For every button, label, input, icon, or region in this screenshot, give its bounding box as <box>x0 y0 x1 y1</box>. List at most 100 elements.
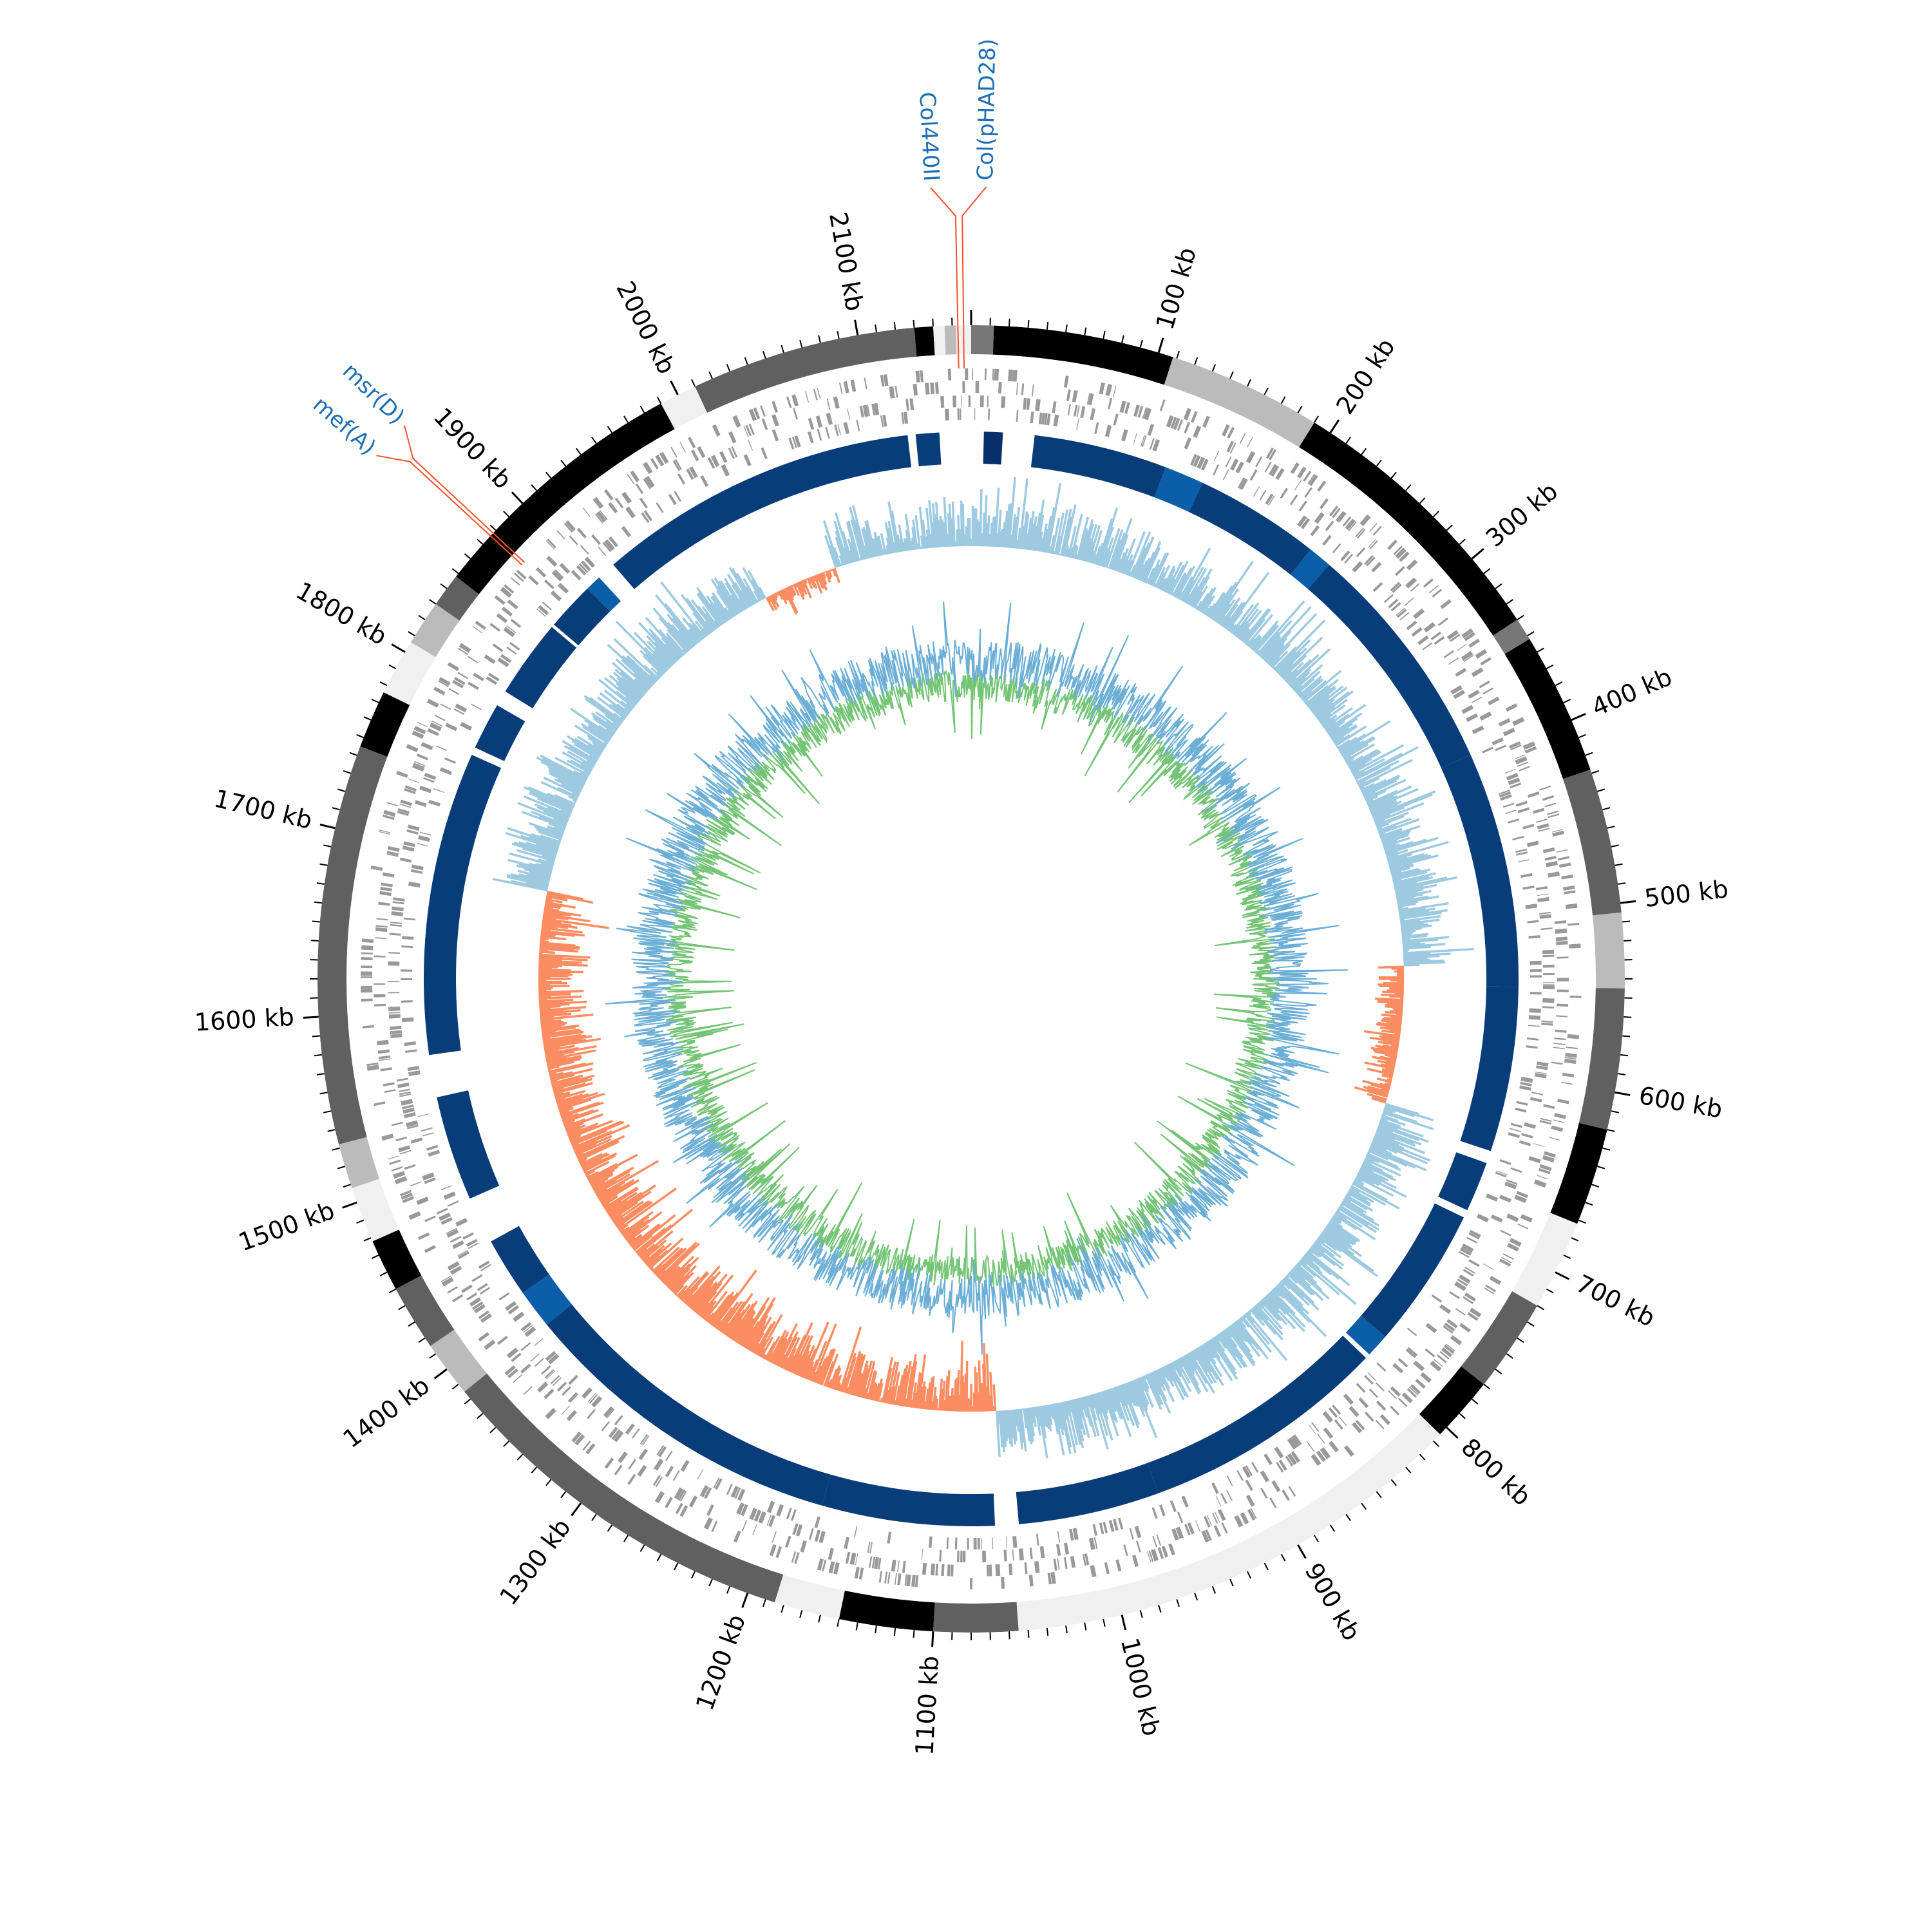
gc-skew-positive <box>1169 560 1189 596</box>
gc-skew-negative <box>1387 1002 1403 1006</box>
gc-skew-positive <box>864 545 869 559</box>
cds-feature <box>1159 399 1166 412</box>
gc-skew-positive <box>1149 1372 1161 1396</box>
gc-skew-positive <box>1357 766 1391 785</box>
cds-feature <box>913 383 918 396</box>
gc-skew-positive <box>1397 895 1429 904</box>
cds-feature <box>545 1350 556 1361</box>
gc-skew-positive <box>1303 670 1342 703</box>
gene-annotation-label: Col(pHAD28) <box>972 38 1001 180</box>
gc-skew-positive <box>747 569 765 600</box>
gc-skew-negative <box>784 1347 797 1370</box>
cds-feature <box>1459 1323 1471 1333</box>
cds-feature <box>650 458 659 469</box>
cds-feature <box>1319 498 1329 509</box>
gc-skew-positive <box>1103 1390 1116 1421</box>
cds-feature <box>1050 1571 1056 1584</box>
gc-skew-negative <box>543 1035 592 1045</box>
annotation-leader-line <box>376 455 523 566</box>
cds-feature <box>1441 1347 1453 1358</box>
minor-tick <box>440 583 448 589</box>
minor-tick <box>855 1622 858 1631</box>
cds-feature <box>1043 413 1048 425</box>
minor-tick <box>1563 1255 1571 1259</box>
gc-skew-negative <box>538 995 551 998</box>
gc-skew-positive <box>1169 1362 1189 1398</box>
cds-feature <box>704 1487 712 1499</box>
gc-skew-negative <box>783 588 798 615</box>
gc-skew-positive <box>524 786 574 810</box>
gc-skew-positive <box>1122 559 1130 574</box>
major-tick <box>1471 547 1484 560</box>
cds-feature <box>1472 725 1484 734</box>
gc-skew-negative <box>989 1372 994 1412</box>
gc-skew-negative <box>605 1191 638 1213</box>
cds-feature <box>1113 413 1119 426</box>
gc-skew-positive <box>571 740 600 759</box>
gc-skew-negative <box>545 899 553 904</box>
minor-tick <box>1313 415 1320 423</box>
minor-tick <box>1546 1288 1554 1294</box>
cds-feature <box>845 1551 851 1564</box>
cds-feature <box>1537 1175 1548 1180</box>
gc-skew-negative <box>553 1087 564 1092</box>
gc-skew-negative <box>541 1026 576 1033</box>
gc-skew-positive <box>609 674 641 702</box>
gc-skew-negative <box>596 1160 659 1198</box>
cds-feature <box>1084 1553 1090 1566</box>
gc-skew-positive <box>1077 1397 1090 1439</box>
cds-feature <box>656 1445 665 1456</box>
gc-skew-positive <box>543 777 580 796</box>
cds-feature <box>1455 1308 1466 1316</box>
cds-feature <box>594 513 603 524</box>
gc-skew-negative <box>887 1387 893 1404</box>
cds-feature <box>1454 1281 1466 1291</box>
gc-skew-positive <box>513 841 557 857</box>
gc-skew-positive <box>681 594 712 634</box>
gc-skew-positive <box>1396 891 1419 898</box>
minor-tick <box>477 1413 484 1419</box>
cds-feature <box>1124 402 1130 414</box>
gc-skew-negative <box>578 1157 588 1163</box>
cds-feature <box>1375 1419 1385 1430</box>
cds-feature <box>417 721 428 728</box>
cds-feature <box>1405 577 1417 589</box>
gc-skew-positive <box>1112 518 1133 571</box>
cds-feature <box>1222 469 1229 480</box>
cds-feature <box>1239 478 1248 490</box>
gc-skew-positive <box>522 847 556 860</box>
gc-skew-negative <box>580 1152 608 1167</box>
minor-tick <box>837 331 840 339</box>
cds-feature <box>977 1537 980 1549</box>
gc-skew-positive <box>1394 876 1457 892</box>
gc-skew-negative <box>723 1293 753 1335</box>
gc-skew-negative <box>770 1336 785 1363</box>
cds-feature <box>1039 1546 1045 1558</box>
cds-feature <box>1463 1269 1474 1277</box>
gc-skew-negative <box>614 1200 650 1226</box>
gc-skew-negative <box>544 902 562 908</box>
gc-skew-negative <box>907 1354 917 1408</box>
gc-skew-positive <box>1175 567 1193 598</box>
cds-feature <box>1134 1526 1142 1539</box>
gc-skew-positive <box>1147 1373 1164 1405</box>
major-tick <box>1571 713 1586 721</box>
cds-feature <box>1512 835 1524 841</box>
gc-skew-positive <box>1267 1293 1305 1332</box>
cds-feature <box>1542 1006 1554 1009</box>
gc-skew-positive <box>904 513 913 551</box>
gc-skew-negative <box>864 1361 876 1399</box>
gc-skew-positive <box>1389 862 1413 871</box>
gc-skew-negative <box>1375 1045 1399 1051</box>
gc-skew-positive <box>1294 1265 1323 1291</box>
gc-skew-positive <box>1402 938 1438 944</box>
cds-feature <box>1554 1037 1566 1041</box>
gc-skew-positive <box>1084 524 1098 562</box>
cds-feature <box>1528 1025 1540 1027</box>
minor-tick <box>379 1271 388 1276</box>
gc-skew-positive <box>947 513 951 547</box>
gc-skew-positive <box>1340 1202 1379 1227</box>
gc-skew-positive <box>692 612 711 635</box>
cds-feature <box>1453 690 1465 699</box>
gc-skew-positive <box>655 594 697 645</box>
